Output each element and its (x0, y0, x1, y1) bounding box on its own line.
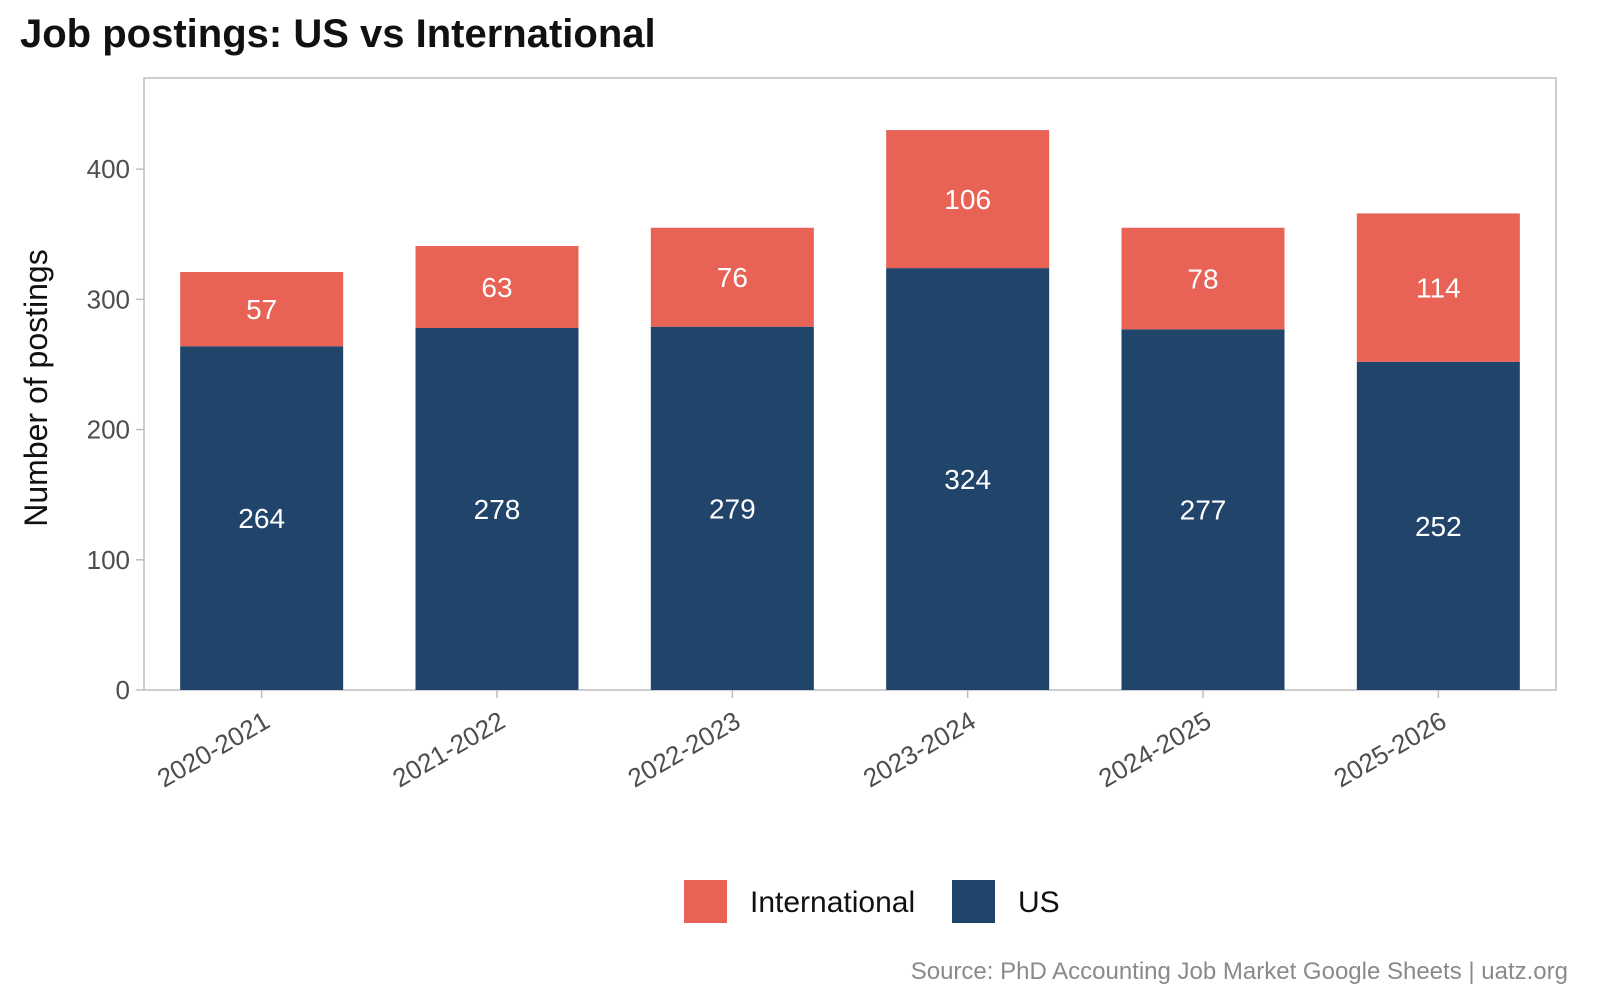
y-tick-label: 100 (87, 545, 130, 575)
data-label-international: 57 (246, 294, 277, 325)
x-tick-label: 2020-2021 (152, 705, 275, 793)
y-tick-label: 300 (87, 284, 130, 314)
bar-us (1121, 329, 1285, 690)
data-label-international: 78 (1187, 264, 1218, 295)
bar-us (415, 328, 579, 690)
data-label-us: 252 (1415, 511, 1462, 542)
legend-swatch-international (684, 880, 727, 923)
source-note: Source: PhD Accounting Job Market Google… (910, 958, 1568, 985)
data-label-us: 324 (944, 464, 991, 495)
x-tick-label: 2024-2025 (1093, 705, 1216, 793)
y-tick-label: 0 (116, 675, 130, 705)
data-label-international: 76 (717, 262, 748, 293)
bar-us (180, 346, 344, 690)
data-label-us: 278 (474, 494, 521, 525)
y-tick-label: 400 (87, 154, 130, 184)
bar-us (1356, 361, 1520, 690)
x-tick-label: 2023-2024 (858, 705, 981, 793)
plot-panel-border (143, 77, 1557, 691)
legend-swatch-us (952, 880, 995, 923)
data-label-international: 114 (1416, 273, 1461, 304)
bar-us (886, 268, 1050, 690)
data-label-us: 264 (238, 503, 285, 534)
y-tick-label: 200 (87, 415, 130, 445)
bar-international (886, 130, 1050, 269)
chart-title: Job postings: US vs International (20, 12, 656, 56)
bar-international (650, 227, 814, 327)
bar-international (180, 272, 344, 347)
bar-international (415, 245, 579, 329)
bar-international (1121, 227, 1285, 330)
x-tick-label: 2022-2023 (623, 705, 746, 793)
data-label-us: 279 (709, 493, 756, 524)
y-axis-title: Number of postings (18, 249, 54, 526)
data-label-international: 106 (944, 184, 991, 215)
bar-us (650, 326, 814, 690)
legend-label-international: International (750, 886, 915, 919)
legend-label-us: US (1018, 886, 1060, 919)
bar-international (1356, 213, 1520, 362)
x-tick-label: 2025-2026 (1329, 705, 1452, 793)
data-label-us: 277 (1180, 495, 1227, 526)
data-label-international: 63 (481, 272, 512, 303)
x-tick-label: 2021-2022 (387, 705, 510, 793)
